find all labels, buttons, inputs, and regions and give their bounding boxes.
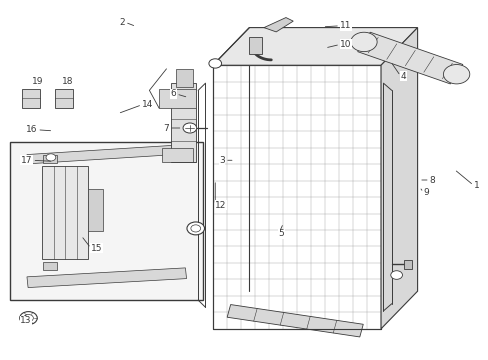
- Bar: [159, 89, 195, 108]
- Polygon shape: [212, 28, 417, 65]
- Text: 18: 18: [62, 77, 74, 86]
- Bar: [22, 89, 40, 108]
- Circle shape: [23, 315, 33, 321]
- Bar: [42, 262, 57, 270]
- Bar: [10, 142, 203, 300]
- Text: 11: 11: [339, 21, 351, 30]
- Text: 5: 5: [278, 229, 284, 238]
- Circle shape: [390, 271, 402, 279]
- Text: 17: 17: [21, 156, 32, 165]
- Circle shape: [443, 64, 469, 84]
- Polygon shape: [380, 28, 417, 329]
- Circle shape: [190, 225, 200, 232]
- Bar: [176, 69, 193, 87]
- Text: 8: 8: [429, 176, 435, 185]
- Bar: [249, 37, 261, 54]
- Text: 4: 4: [400, 72, 406, 81]
- Text: 10: 10: [339, 40, 351, 49]
- Bar: [403, 260, 411, 269]
- Text: 13: 13: [20, 316, 32, 325]
- Bar: [212, 65, 380, 329]
- Circle shape: [186, 222, 204, 235]
- Circle shape: [46, 154, 56, 161]
- Text: 19: 19: [31, 77, 43, 86]
- Text: 1: 1: [473, 181, 478, 190]
- Text: 9: 9: [423, 188, 428, 197]
- Text: 14: 14: [142, 100, 153, 109]
- Bar: [88, 189, 103, 231]
- Bar: [212, 65, 380, 329]
- Circle shape: [208, 59, 221, 68]
- Circle shape: [183, 123, 196, 133]
- Text: 2: 2: [119, 18, 125, 27]
- Bar: [42, 155, 57, 163]
- Text: 15: 15: [91, 244, 102, 253]
- Polygon shape: [264, 18, 293, 32]
- Bar: [55, 89, 73, 108]
- Circle shape: [20, 312, 37, 324]
- Polygon shape: [27, 145, 181, 164]
- Polygon shape: [227, 305, 363, 337]
- Polygon shape: [357, 32, 462, 84]
- Text: 3: 3: [219, 156, 224, 165]
- Text: 7: 7: [163, 123, 168, 132]
- Text: 6: 6: [170, 89, 176, 98]
- Circle shape: [350, 32, 376, 51]
- Bar: [161, 148, 193, 162]
- Text: 16: 16: [26, 125, 37, 134]
- Text: 12: 12: [215, 201, 226, 210]
- Bar: [42, 166, 88, 259]
- Bar: [171, 83, 195, 162]
- Polygon shape: [27, 268, 186, 288]
